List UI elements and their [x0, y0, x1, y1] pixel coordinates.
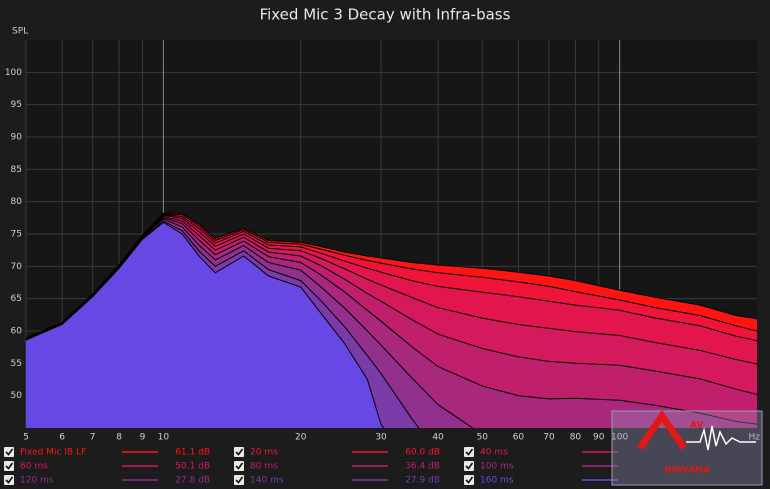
- legend-checkbox[interactable]: [4, 447, 14, 457]
- series-outline: [26, 218, 474, 428]
- x-axis-label: Hz: [749, 433, 761, 443]
- logo-shape: [637, 409, 687, 450]
- x-tick-label: 8: [116, 433, 122, 443]
- legend-checkbox[interactable]: [4, 475, 14, 485]
- y-tick-label: 65: [11, 294, 22, 304]
- legend-checkbox[interactable]: [234, 461, 244, 471]
- x-tick-label: 5: [23, 433, 29, 443]
- legend-checkbox[interactable]: [464, 447, 474, 457]
- logo: AV NIRVANA: [611, 409, 763, 486]
- legend-checkbox[interactable]: [234, 447, 244, 457]
- series-outline: [26, 214, 757, 365]
- y-tick-label: 90: [11, 133, 23, 143]
- legend-readout: 27.8 dB: [175, 476, 210, 486]
- y-tick-label: 70: [11, 262, 23, 272]
- x-tick-label: 90: [593, 433, 605, 443]
- legend-check: [235, 448, 244, 456]
- logo-wave: [686, 425, 756, 451]
- x-tick-label: 70: [543, 433, 555, 443]
- legend-check: [235, 462, 244, 470]
- chart-title: Fixed Mic 3 Decay with Infra-bass: [260, 6, 511, 24]
- x-tick-label: 30: [375, 433, 387, 443]
- legend-name: 120 ms: [20, 476, 54, 486]
- legend-readout: 36.4 dB: [405, 462, 440, 472]
- legend-name: 100 ms: [480, 462, 514, 472]
- legend-check: [465, 476, 474, 484]
- x-tick-label: 9: [140, 433, 146, 443]
- legend-checkbox[interactable]: [4, 461, 14, 471]
- legend-name: 40 ms: [480, 448, 508, 458]
- legend-checkbox[interactable]: [464, 475, 474, 485]
- x-tick-label: 80: [570, 433, 582, 443]
- y-tick-label: 95: [11, 100, 22, 110]
- legend-check: [465, 448, 474, 456]
- x-tick-label: 7: [90, 433, 96, 443]
- y-tick-label: 85: [11, 165, 22, 175]
- legend-name: 20 ms: [250, 448, 278, 458]
- legend-check: [5, 448, 14, 456]
- area-fill: [26, 222, 384, 428]
- legend-name: 160 ms: [480, 476, 514, 486]
- logo-box: [611, 410, 763, 486]
- legend-name: 140 ms: [250, 476, 284, 486]
- x-tick-label: 100: [611, 433, 628, 443]
- y-axis-label: SPL: [12, 27, 28, 37]
- series-outline: [26, 217, 757, 425]
- x-tick-label: 20: [295, 433, 307, 443]
- series-outline: [26, 220, 420, 428]
- x-tick-label: 6: [59, 433, 65, 443]
- legend-name: 60 ms: [20, 462, 48, 472]
- areas: [26, 212, 757, 428]
- legend-check: [5, 476, 14, 484]
- legend-check: [465, 462, 474, 470]
- y-tick-label: 60: [11, 327, 23, 337]
- x-tick-label: 60: [513, 433, 525, 443]
- legend-name: 80 ms: [250, 462, 278, 472]
- y-tick-label: 75: [11, 230, 22, 240]
- x-tick-label: 50: [477, 433, 489, 443]
- legend-checkbox[interactable]: [234, 475, 244, 485]
- legend-check: [235, 476, 244, 484]
- y-tick-label: 100: [5, 68, 22, 78]
- legend-readout: 60.0 dB: [405, 448, 440, 458]
- legend-checkbox[interactable]: [464, 461, 474, 471]
- series-outline: [26, 215, 757, 395]
- x-tick-label: 10: [158, 433, 170, 443]
- y-tick-label: 50: [11, 391, 23, 401]
- legend-name: Fixed Mic IB LF: [20, 448, 86, 458]
- x-tick-label: 40: [432, 433, 444, 443]
- legend-check: [5, 462, 14, 470]
- series-outline: [26, 221, 385, 428]
- legend-readout: 50.1 dB: [175, 462, 210, 472]
- legend-readout: 27.9 dB: [405, 476, 440, 486]
- y-tick-label: 55: [11, 359, 22, 369]
- legend-readout: 61.1 dB: [175, 448, 210, 458]
- y-tick-label: 80: [11, 197, 23, 207]
- logo-top: AV: [690, 421, 703, 431]
- logo-bottom: NIRVANA: [664, 466, 710, 476]
- legend: Fixed Mic IB LF 61.1 dB 20 ms 60.0 dB 40 ms 6…: [4, 447, 618, 486]
